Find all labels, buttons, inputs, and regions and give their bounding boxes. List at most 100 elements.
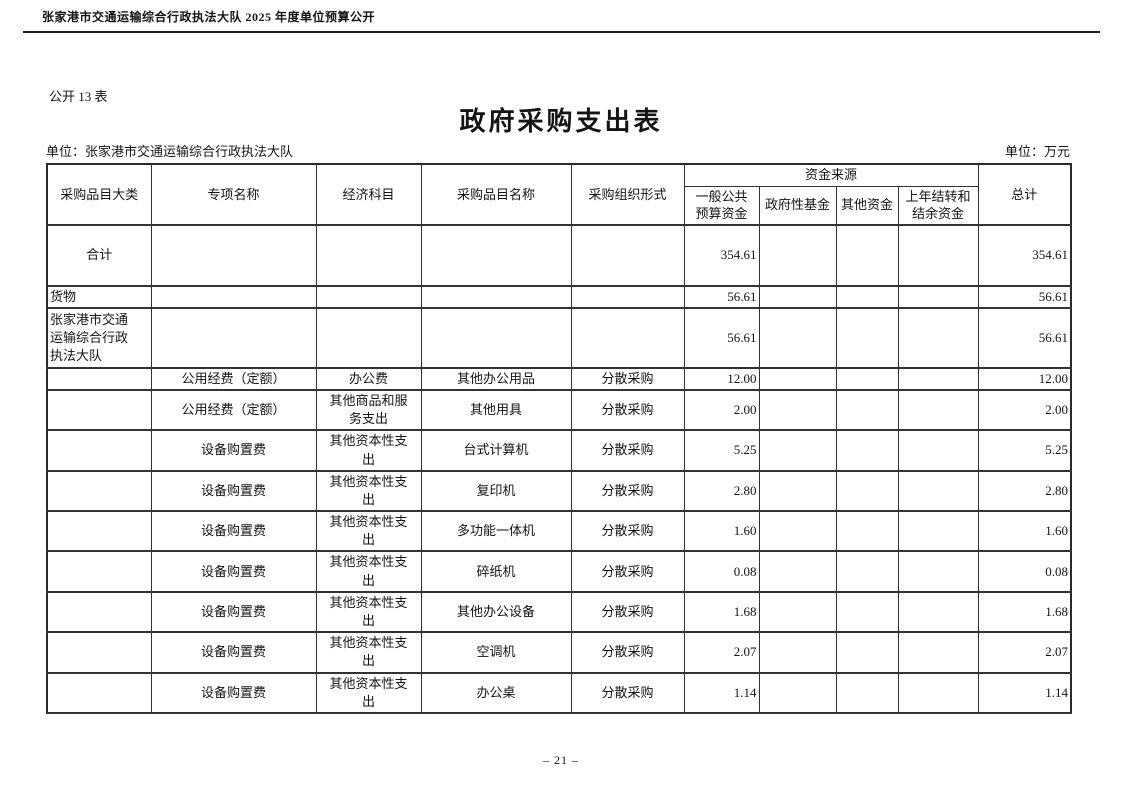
cell-total: 0.08 [977, 550, 1072, 593]
cell-item-name: 空调机 [420, 631, 572, 674]
cell-project-name: 设备购置费 [150, 550, 317, 593]
cell-other-funds [835, 366, 899, 391]
cell-gov-fund [758, 306, 837, 369]
table-row: 张家港市交通 运输综合行政 执法大队 56.61 56.61 [46, 306, 1072, 369]
cell-carryover [897, 388, 979, 432]
cell-category [46, 429, 152, 472]
cell-carryover [897, 550, 979, 593]
cell-org-form: 分散采购 [570, 631, 685, 674]
cell-total: 12.00 [977, 366, 1072, 391]
cell-category [46, 388, 152, 432]
cell-item-name: 办公桌 [420, 671, 572, 714]
cell-total: 56.61 [977, 284, 1072, 309]
unit-line: 单位：张家港市交通运输综合行政执法大队 单位：万元 [46, 141, 1070, 160]
cell-carryover [897, 366, 979, 391]
col-header-total: 总计 [977, 163, 1072, 226]
col-header-gov-fund: 政府性基金 [758, 185, 837, 226]
cell-other-funds [835, 469, 899, 513]
table-row: 设备购置费 其他资本性支 出碎纸机 分散采购 0.08 0.08 [46, 550, 1072, 593]
cell-carryover [897, 631, 979, 674]
cell-gov-fund [758, 284, 837, 309]
col-header-general-budget: 一般公共 预算资金 [683, 185, 760, 226]
cell-org-form: 分散采购 [570, 510, 685, 553]
cell-general-budget: 1.68 [683, 590, 760, 634]
cell-total: 5.25 [977, 429, 1072, 472]
cell-gov-fund [758, 223, 837, 287]
cell-org-form: 分散采购 [570, 671, 685, 714]
cell-org-form: 分散采购 [570, 366, 685, 391]
table-row: 货物 56.61 56.61 [46, 284, 1072, 309]
cell-gov-fund [758, 590, 837, 634]
cell-economic-subject: 办公费 [315, 366, 422, 391]
cell-category [46, 510, 152, 553]
cell-other-funds [835, 388, 899, 432]
cell-economic-subject: 其他资本性支 出 [315, 671, 422, 714]
cell-item-name: 多功能一体机 [420, 510, 572, 553]
cell-item-name: 碎纸机 [420, 550, 572, 593]
cell-other-funds [835, 284, 899, 309]
table-row: 公用经费（定额） 办公费 其他办公用品 分散采购 12.00 12.00 [46, 366, 1072, 391]
cell-item-name [420, 306, 572, 369]
cell-total: 2.07 [977, 631, 1072, 674]
col-header-item-name: 采购品目名称 [420, 163, 572, 226]
cell-project-name: 设备购置费 [150, 671, 317, 714]
cell-project-name: 设备购置费 [150, 469, 317, 513]
cell-general-budget: 56.61 [683, 284, 760, 309]
unit-currency-label: 单位：万元 [1004, 144, 1070, 159]
cell-category [46, 469, 152, 513]
cell-item-name: 复印机 [420, 469, 572, 513]
cell-org-form [570, 223, 685, 287]
cell-carryover [897, 510, 979, 553]
cell-org-form: 分散采购 [570, 590, 685, 634]
cell-project-name [150, 306, 317, 369]
col-header-economic-subject: 经济科目 [315, 163, 422, 226]
cell-org-form [570, 284, 685, 309]
cell-general-budget: 1.14 [683, 671, 760, 714]
cell-project-name: 设备购置费 [150, 510, 317, 553]
cell-carryover [897, 671, 979, 714]
cell-project-name [150, 284, 317, 309]
cell-carryover [897, 284, 979, 309]
cell-item-name: 台式计算机 [420, 429, 572, 472]
cell-general-budget: 2.00 [683, 388, 760, 432]
col-header-other-funds: 其他资金 [835, 185, 899, 226]
page-title: 政府采购支出表 [459, 107, 663, 136]
table-row: 公用经费（定额） 其他商品和服 务支出 其他用具 分散采购 2.00 2.00 [46, 388, 1072, 432]
cell-carryover [897, 590, 979, 634]
cell-org-form: 分散采购 [570, 429, 685, 472]
cell-economic-subject: 其他资本性支 出 [315, 631, 422, 674]
cell-category: 张家港市交通 运输综合行政 执法大队 [46, 306, 152, 369]
document-header: 张家港市交通运输综合行政执法大队 2025 年度单位预算公开 [23, 8, 1100, 33]
cell-category [46, 671, 152, 714]
cell-project-name: 设备购置费 [150, 631, 317, 674]
cell-gov-fund [758, 671, 837, 714]
cell-item-name: 其他办公用品 [420, 366, 572, 391]
col-header-carryover: 上年结转和 结余资金 [897, 185, 979, 226]
cell-other-funds [835, 510, 899, 553]
col-header-category: 采购品目大类 [46, 163, 152, 226]
cell-category: 合计 [46, 223, 152, 287]
cell-total: 354.61 [977, 223, 1072, 287]
cell-gov-fund [758, 469, 837, 513]
cell-category [46, 590, 152, 634]
cell-other-funds [835, 550, 899, 593]
cell-project-name [150, 223, 317, 287]
cell-other-funds [835, 590, 899, 634]
cell-total: 1.14 [977, 671, 1072, 714]
cell-general-budget: 0.08 [683, 550, 760, 593]
cell-org-form [570, 306, 685, 369]
table-row: 设备购置费 其他资本性支 出复印机 分散采购 2.80 2.80 [46, 469, 1072, 513]
cell-carryover [897, 223, 979, 287]
cell-other-funds [835, 429, 899, 472]
col-header-project-name: 专项名称 [150, 163, 317, 226]
cell-other-funds [835, 306, 899, 369]
col-header-org-form: 采购组织形式 [570, 163, 685, 226]
unit-name-label: 单位：张家港市交通运输综合行政执法大队 [46, 144, 294, 159]
cell-gov-fund [758, 631, 837, 674]
cell-category [46, 631, 152, 674]
cell-total: 2.00 [977, 388, 1072, 432]
col-header-funding-source: 资金来源 [683, 163, 979, 187]
cell-economic-subject: 其他商品和服 务支出 [315, 388, 422, 432]
cell-general-budget: 2.80 [683, 469, 760, 513]
cell-gov-fund [758, 366, 837, 391]
